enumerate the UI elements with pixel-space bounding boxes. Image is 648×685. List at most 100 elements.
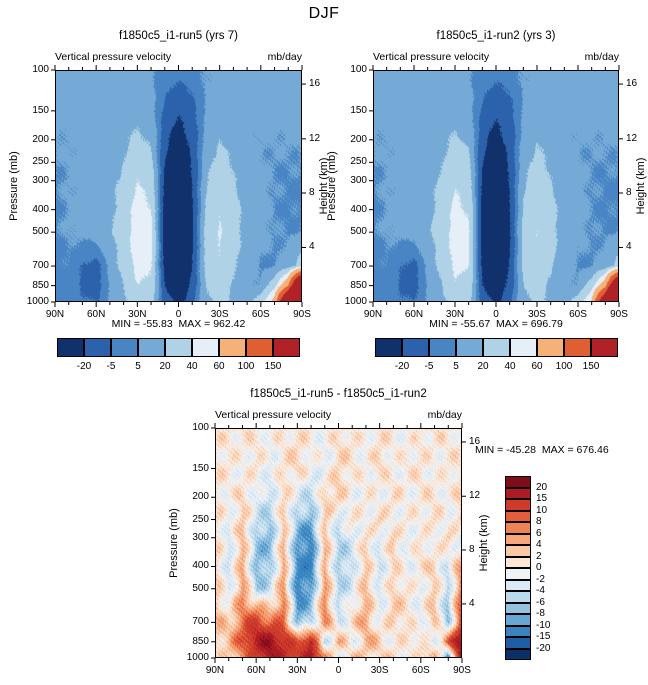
- colorbar-tick-label: -20: [536, 642, 551, 654]
- contour-plot-diff: [215, 428, 462, 658]
- pressure-tick-label: 850: [32, 279, 49, 291]
- pressure-tick-label: 250: [32, 156, 49, 168]
- colorbar-tick-label: 60: [213, 361, 225, 372]
- colorbar-segment: [505, 648, 531, 660]
- height-tick-label: 12: [626, 132, 638, 144]
- colorbar-tick-label: -10: [536, 619, 551, 631]
- colorbar-segment: [429, 338, 456, 357]
- colorbar-segment: [505, 476, 531, 488]
- pressure-tick-label: 400: [192, 560, 209, 572]
- colorbar-tick-label: 8: [536, 516, 542, 527]
- height-tick-label: 4: [626, 241, 632, 253]
- colorbar-segment: [591, 338, 618, 357]
- units-label: mb/day: [267, 51, 302, 63]
- colorbar-tick-label: 6: [536, 527, 542, 539]
- colorbar-segment: [84, 338, 111, 357]
- latitude-tick-label: 60S: [251, 309, 270, 320]
- subtitle-left: Vertical pressure velocity: [215, 409, 332, 421]
- height-tick-label: 4: [309, 241, 315, 253]
- contour-plot-run2: [373, 70, 619, 302]
- colorbar-tick-label: 40: [504, 361, 516, 372]
- colorbar-tick-label: 0: [536, 562, 542, 573]
- latitude-tick-label: 30N: [445, 309, 465, 320]
- height-tick-label: 12: [469, 490, 481, 502]
- latitude-tick-label: 90N: [45, 309, 65, 320]
- latitude-tick-label: 90N: [363, 309, 383, 320]
- colorbar-segment: [456, 338, 483, 357]
- colorbar-tick-label: 150: [264, 361, 282, 372]
- colorbar-segment: [111, 338, 138, 357]
- latitude-tick-label: 90S: [453, 665, 471, 676]
- colorbar-segment: [505, 625, 531, 637]
- colorbar-tick-label: 4: [536, 539, 542, 550]
- pressure-tick-label: 1000: [344, 296, 367, 307]
- latitude-tick-label: 30S: [528, 309, 546, 320]
- pressure-tick-label: 500: [192, 582, 209, 594]
- colorbar-tick-label: -5: [424, 361, 434, 372]
- height-axis-title: Height (km): [635, 157, 647, 215]
- panel-title-run5: f1850c5_i1-run5 (yrs 7): [119, 30, 238, 42]
- pressure-tick-label: 700: [192, 616, 209, 628]
- pressure-tick-label: 200: [350, 133, 367, 145]
- pressure-tick-label: 100: [350, 64, 367, 75]
- colorbar-tick-label: 20: [159, 361, 171, 372]
- pressure-tick-label: 200: [192, 491, 209, 503]
- colorbar-tick-label: 5: [453, 361, 459, 372]
- colorbar-segment: [483, 338, 510, 357]
- colorbar-segment: [510, 338, 537, 357]
- contour-plot-run5: [55, 70, 302, 302]
- height-tick-label: 16: [309, 78, 321, 90]
- pressure-tick-label: 250: [192, 513, 209, 525]
- panel-title-diff: f1850c5_i1-run5 - f1850c5_i1-run2: [250, 388, 427, 400]
- colorbar-segment: [165, 338, 192, 357]
- colorbar-segment: [402, 338, 429, 357]
- colorbar-tick-label: 20: [536, 481, 548, 493]
- pressure-tick-label: 150: [192, 462, 209, 474]
- colorbar-tick-label: -2: [536, 573, 545, 585]
- latitude-tick-label: 90S: [610, 309, 628, 320]
- pressure-tick-label: 500: [350, 226, 367, 238]
- colorbar-segment: [505, 591, 531, 603]
- colorbar-tick-label: 60: [531, 361, 543, 372]
- colorbar-segment: [505, 637, 531, 649]
- latitude-tick-label: 90S: [293, 309, 311, 320]
- height-tick-label: 8: [469, 543, 475, 555]
- colorbar-tick-label: 100: [555, 361, 573, 372]
- colorbar-tick-label: 2: [536, 550, 542, 562]
- pressure-tick-label: 850: [192, 635, 209, 647]
- pressure-tick-label: 500: [32, 226, 49, 238]
- colorbar-segment: [138, 338, 165, 357]
- colorbar-segment: [505, 579, 531, 591]
- units-label: mb/day: [584, 51, 619, 63]
- colorbar-segment: [564, 338, 591, 357]
- height-tick-label: 16: [469, 435, 481, 447]
- latitude-tick-label: 30N: [288, 665, 307, 676]
- colorbar-segment: [505, 533, 531, 545]
- latitude-tick-label: 30S: [210, 309, 229, 320]
- minmax-annotation: MIN = -55.83 MAX = 962.42: [111, 318, 246, 330]
- colorbar-tick-label: 100: [237, 361, 255, 372]
- colorbar-tick-label: -8: [536, 608, 545, 619]
- colorbar-segment: [273, 338, 300, 357]
- pressure-tick-label: 100: [192, 422, 209, 433]
- colorbar-segment: [246, 338, 273, 357]
- colorbar-segment: [505, 602, 531, 614]
- pressure-tick-label: 700: [350, 260, 367, 272]
- panel-title-run2: f1850c5_i1-run2 (yrs 3): [436, 30, 556, 42]
- colorbar-segment: [375, 338, 402, 357]
- colorbar-segment: [505, 487, 531, 499]
- height-tick-label: 12: [309, 132, 321, 144]
- latitude-tick-label: 0: [175, 309, 182, 320]
- latitude-tick-label: 60N: [404, 309, 424, 320]
- colorbar-segment: [505, 614, 531, 626]
- colorbar-tick-label: -15: [536, 631, 551, 642]
- colorbar-segment: [505, 556, 531, 568]
- colorbar-segment: [505, 545, 531, 557]
- pressure-tick-label: 300: [350, 174, 367, 186]
- colorbar-tick-label: -4: [536, 585, 545, 596]
- colorbar-tick-label: 20: [477, 361, 489, 372]
- panel-subtitle-row: Vertical pressure velocity mb/day: [373, 51, 619, 63]
- height-tick-label: 8: [309, 187, 315, 198]
- pressure-tick-label: 300: [192, 531, 209, 543]
